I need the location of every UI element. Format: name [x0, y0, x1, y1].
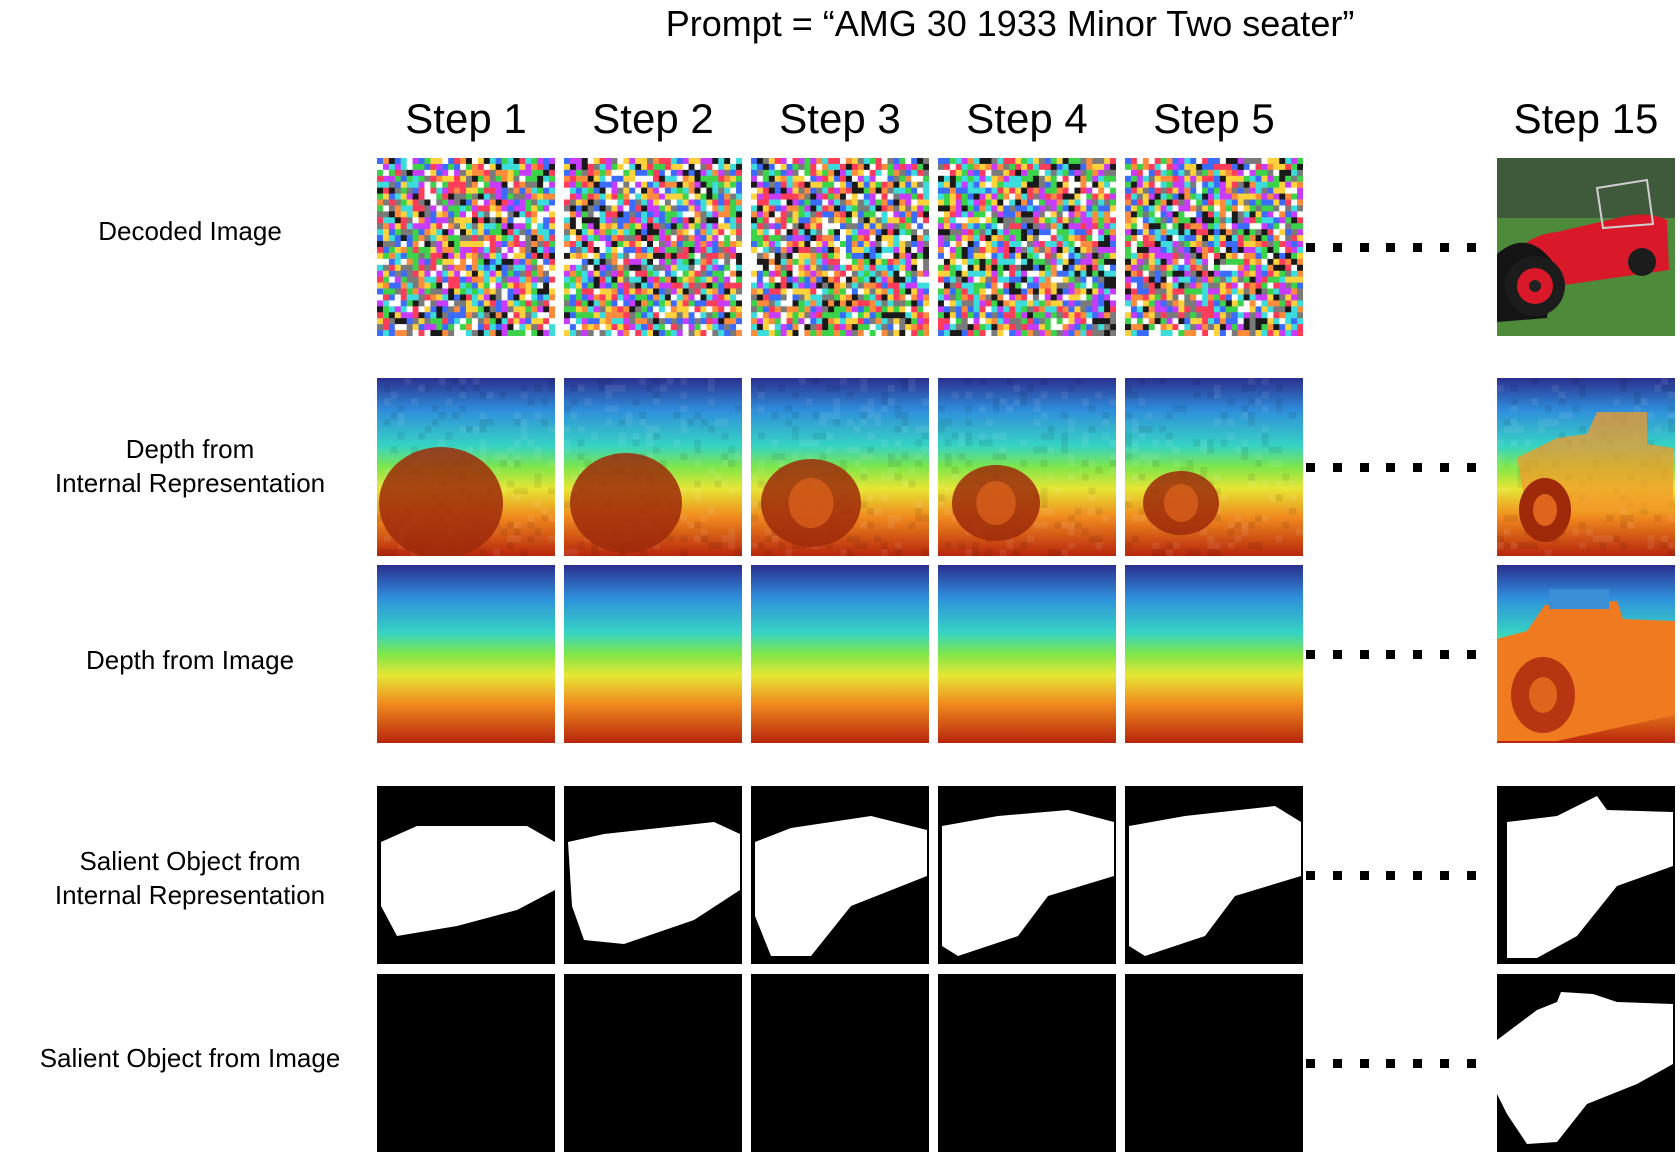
- depth-image-step-15: [1497, 565, 1675, 743]
- salient-image-step-2: [564, 974, 742, 1152]
- salient-internal-step-15-graphic: [1497, 786, 1675, 964]
- salient-image-step-3-graphic: [751, 974, 929, 1152]
- decoded-image-step-3-graphic: [751, 158, 929, 336]
- depth-internal-step-3-graphic: [751, 378, 929, 556]
- depth-internal-step-4-graphic: [938, 378, 1116, 556]
- depth-internal-step-5: [1125, 378, 1303, 556]
- salient-internal-step-5: [1125, 786, 1303, 964]
- row-label-salient-image: Salient Object from Image: [39, 1043, 341, 1073]
- salient-image-step-1-graphic: [377, 974, 555, 1152]
- salient-image-step-15-graphic: [1497, 974, 1675, 1152]
- decoded-image-step-3: [751, 158, 929, 336]
- step-header-2: Step 2: [592, 95, 714, 142]
- decoded-image-step-15-graphic: [1497, 158, 1675, 336]
- salient-image-step-4-graphic: [938, 974, 1116, 1152]
- depth-image-step-1-graphic: [377, 565, 555, 743]
- ellipsis-dots-depth-image: [1306, 650, 1476, 659]
- decoded-image-step-1-graphic: [377, 158, 555, 336]
- salient-internal-step-2: [564, 786, 742, 964]
- row-label-depth-internal: Depth from Internal Representation: [54, 434, 326, 498]
- salient-internal-step-1: [377, 786, 555, 964]
- step-header-3: Step 3: [779, 95, 901, 142]
- depth-image-step-5: [1125, 565, 1303, 743]
- prompt-title: Prompt = “AMG 30 1933 Minor Two seater”: [665, 3, 1355, 44]
- ellipsis-dots-salient-image: [1306, 1059, 1476, 1068]
- decoded-image-step-5: [1125, 158, 1303, 336]
- salient-internal-step-1-graphic: [377, 786, 555, 964]
- depth-internal-step-2-graphic: [564, 378, 742, 556]
- depth-internal-step-4: [938, 378, 1116, 556]
- depth-internal-step-15-graphic: [1497, 378, 1675, 556]
- salient-image-step-2-graphic: [564, 974, 742, 1152]
- depth-internal-step-5-graphic: [1125, 378, 1303, 556]
- row-label-depth-image: Depth from Image: [85, 645, 295, 675]
- salient-image-step-15: [1497, 974, 1675, 1152]
- step-header-1: Step 1: [405, 95, 527, 142]
- depth-internal-step-2: [564, 378, 742, 556]
- depth-internal-step-1-graphic: [377, 378, 555, 556]
- salient-internal-step-3-graphic: [751, 786, 929, 964]
- depth-image-step-2: [564, 565, 742, 743]
- decoded-image-step-4: [938, 158, 1116, 336]
- depth-image-step-4: [938, 565, 1116, 743]
- decoded-image-step-2: [564, 158, 742, 336]
- salient-internal-step-5-graphic: [1125, 786, 1303, 964]
- ellipsis-dots-decoded-image: [1306, 243, 1476, 252]
- salient-internal-step-2-graphic: [564, 786, 742, 964]
- decoded-image-step-5-graphic: [1125, 158, 1303, 336]
- salient-image-step-5-graphic: [1125, 974, 1303, 1152]
- depth-image-step-3-graphic: [751, 565, 929, 743]
- salient-image-step-1: [377, 974, 555, 1152]
- depth-image-step-15-graphic: [1497, 565, 1675, 743]
- decoded-image-step-1: [377, 158, 555, 336]
- salient-image-step-4: [938, 974, 1116, 1152]
- decoded-image-step-4-graphic: [938, 158, 1116, 336]
- depth-internal-step-3: [751, 378, 929, 556]
- ellipsis-dots-depth-internal: [1306, 463, 1476, 472]
- depth-image-step-4-graphic: [938, 565, 1116, 743]
- step-header-15: Step 15: [1513, 95, 1659, 142]
- step-header-5: Step 5: [1153, 95, 1275, 142]
- salient-internal-step-3: [751, 786, 929, 964]
- decoded-image-step-15: [1497, 158, 1675, 336]
- depth-internal-step-1: [377, 378, 555, 556]
- step-header-4: Step 4: [966, 95, 1088, 142]
- salient-internal-step-15: [1497, 786, 1675, 964]
- depth-image-step-3: [751, 565, 929, 743]
- salient-internal-step-4: [938, 786, 1116, 964]
- row-label-decoded-image: Decoded Image: [98, 216, 282, 246]
- depth-image-step-2-graphic: [564, 565, 742, 743]
- ellipsis-dots-salient-internal: [1306, 871, 1476, 880]
- row-label-salient-internal: Salient Object from Internal Representati…: [54, 846, 326, 910]
- decoded-image-step-2-graphic: [564, 158, 742, 336]
- salient-internal-step-4-graphic: [938, 786, 1116, 964]
- depth-internal-step-15: [1497, 378, 1675, 556]
- depth-image-step-5-graphic: [1125, 565, 1303, 743]
- salient-image-step-5: [1125, 974, 1303, 1152]
- salient-image-step-3: [751, 974, 929, 1152]
- depth-image-step-1: [377, 565, 555, 743]
